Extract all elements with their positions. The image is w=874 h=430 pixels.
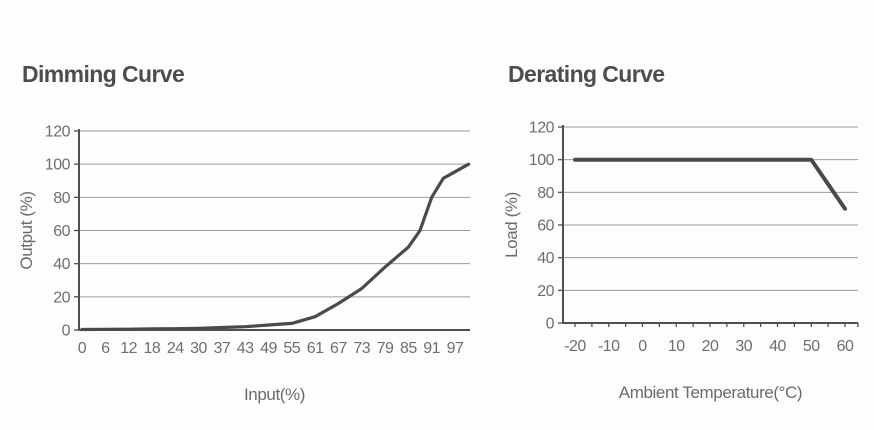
y-tick-label: 20 — [53, 289, 70, 306]
x-tick-label: 97 — [447, 340, 464, 357]
derating-curve-title: Derating Curve — [508, 61, 665, 87]
x-tick-label: 24 — [167, 340, 184, 357]
dimming-curve-title: Dimming Curve — [22, 61, 185, 87]
data-curve — [573, 157, 847, 211]
y-tick-label: 20 — [537, 283, 554, 300]
x-axis-title: Input(%) — [244, 385, 305, 404]
x-tick-label: 12 — [120, 340, 137, 357]
x-tick-label: 79 — [377, 340, 394, 357]
x-tick-label: 73 — [353, 340, 370, 357]
y-tick-label: 80 — [53, 190, 70, 207]
y-tick-label: 80 — [537, 185, 554, 202]
x-tick-label: 50 — [803, 338, 820, 355]
x-tick-label: 37 — [213, 340, 230, 357]
x-tick-label: 6 — [101, 340, 110, 357]
x-tick-label: 30 — [190, 340, 207, 357]
x-tick-label: 20 — [702, 338, 719, 355]
y-tick-label: 100 — [529, 152, 555, 169]
y-tick-label: 60 — [537, 218, 554, 235]
x-tick-label: -20 — [564, 338, 586, 355]
y-tick-label: 60 — [53, 223, 70, 240]
x-tick-label: -10 — [598, 338, 620, 355]
x-tick-label: 60 — [837, 338, 854, 355]
y-tick-label: 40 — [537, 250, 554, 267]
x-tick-label: 85 — [400, 340, 417, 357]
y-tick-label: 40 — [53, 256, 70, 273]
data-curve — [80, 162, 471, 332]
x-tick-label: 40 — [769, 338, 786, 355]
x-tick-label: 67 — [330, 340, 347, 357]
x-tick-label: 0 — [78, 340, 87, 357]
x-tick-label: 91 — [423, 340, 440, 357]
y-axis-title: Load (%) — [502, 192, 521, 258]
x-axis-title: Ambient Temperature(°C) — [619, 383, 802, 402]
y-axis-title: Output (%) — [17, 191, 36, 269]
y-tick-label: 120 — [529, 120, 555, 137]
y-tick-label: 100 — [45, 157, 71, 174]
x-tick-label: 55 — [283, 340, 300, 357]
y-tick-label: 0 — [546, 316, 555, 333]
x-tick-label: 49 — [260, 340, 277, 357]
x-tick-label: 61 — [307, 340, 324, 357]
x-tick-label: 0 — [638, 338, 647, 355]
y-tick-label: 0 — [62, 323, 71, 340]
x-tick-label: 18 — [144, 340, 161, 357]
x-tick-label: 10 — [668, 338, 685, 355]
x-tick-label: 43 — [237, 340, 254, 357]
y-tick-label: 120 — [45, 124, 71, 141]
derating-curve-plot: 0 20 40 60 80 100 120 -20 -10 0 10 20 30 40 50 60 Ambien… — [502, 120, 859, 402]
x-tick-label: 30 — [735, 338, 752, 355]
